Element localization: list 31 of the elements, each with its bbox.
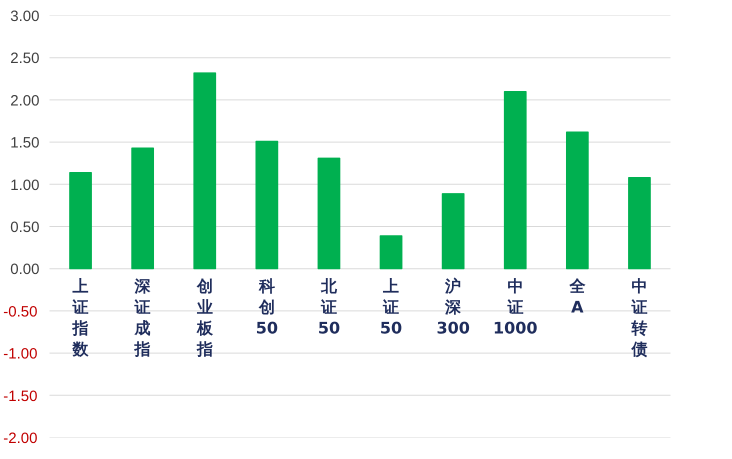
y-tick-label: 2.50 (10, 50, 40, 68)
x-tick-label: 创业板指 (196, 276, 214, 358)
x-tick-label: 全A (568, 276, 586, 317)
y-tick-label: 1.50 (10, 134, 40, 152)
x-tick-label: 上证指数 (72, 276, 90, 358)
x-tick-label: 北证50 (318, 276, 340, 338)
y-tick-label: -0.50 (3, 303, 38, 320)
y-tick-label: 1.00 (10, 176, 40, 194)
bar (255, 140, 278, 270)
x-tick-label: 沪深300 (436, 276, 470, 338)
bar (131, 148, 154, 270)
bar (69, 172, 92, 270)
y-tick-label: -1.00 (3, 346, 38, 363)
x-tick-label: 深证成指 (134, 276, 152, 358)
y-tick-label: 2.00 (10, 92, 40, 110)
x-tick-label: 中证1000 (492, 276, 538, 338)
y-tick-label: 0.50 (10, 219, 40, 236)
y-tick-label: -1.50 (3, 388, 38, 405)
y-tick-label: 3.00 (10, 8, 40, 25)
bar (318, 158, 340, 270)
x-tick-label: 科创50 (256, 276, 278, 338)
bar (380, 235, 402, 270)
y-tick-label: 0.00 (10, 261, 40, 278)
x-tick-label: 中证转债 (630, 276, 648, 358)
bar (628, 177, 651, 270)
bar (504, 90, 527, 270)
y-tick-label: -2.00 (3, 430, 38, 447)
bar (566, 131, 589, 270)
bar (442, 193, 465, 270)
x-tick-label: 上证50 (380, 276, 402, 338)
bar (193, 72, 216, 270)
